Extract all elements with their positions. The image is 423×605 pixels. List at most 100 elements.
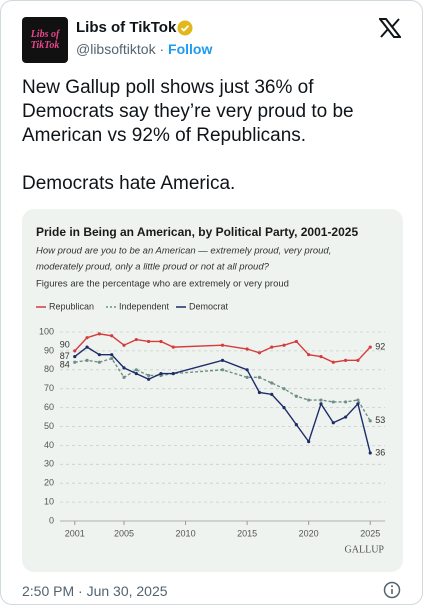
y-tick-label: 50 xyxy=(44,421,54,431)
point xyxy=(73,354,77,359)
chart-note: Figures are the percentage who are extre… xyxy=(36,279,289,290)
point xyxy=(307,398,311,402)
chart: Pride in Being an American, by Political… xyxy=(36,225,385,555)
point xyxy=(245,375,249,379)
chart-subtitle: moderately proud, only a little proud or… xyxy=(36,262,270,273)
point xyxy=(257,351,262,355)
follow-button[interactable]: Follow xyxy=(168,41,213,57)
display-name[interactable]: Libs of TikTok xyxy=(76,19,177,36)
x-tick-label: 2010 xyxy=(176,528,196,538)
legend-label: Democrat xyxy=(189,301,229,311)
point xyxy=(356,398,360,402)
y-tick-label: 40 xyxy=(44,440,54,450)
point xyxy=(159,371,163,376)
point xyxy=(282,406,286,410)
point xyxy=(134,368,138,372)
handle[interactable]: @libsoftiktok xyxy=(76,41,156,57)
point xyxy=(368,345,372,349)
point xyxy=(245,368,249,372)
point xyxy=(73,360,77,364)
data-label: 87 xyxy=(60,351,70,361)
y-tick-label: 90 xyxy=(44,345,54,355)
point xyxy=(97,332,101,336)
avatar[interactable]: Libs of TikTok xyxy=(22,17,68,63)
point xyxy=(171,371,175,376)
point xyxy=(344,358,348,362)
point xyxy=(110,334,114,338)
handle-row: @libsoftiktok · Follow xyxy=(76,41,212,57)
point xyxy=(220,368,225,372)
x-tick-label: 2005 xyxy=(114,528,134,538)
point xyxy=(331,400,335,404)
point xyxy=(122,343,126,347)
point xyxy=(257,390,262,395)
point xyxy=(85,358,89,362)
point xyxy=(122,375,126,379)
x-logo[interactable] xyxy=(379,18,401,38)
point xyxy=(331,360,335,364)
data-label: 36 xyxy=(375,447,385,457)
point xyxy=(282,387,286,391)
point xyxy=(282,343,286,347)
point xyxy=(319,398,323,402)
point xyxy=(220,343,225,347)
point xyxy=(331,421,335,425)
series-line xyxy=(74,357,371,422)
info-icon[interactable] xyxy=(383,581,401,599)
point xyxy=(294,394,298,398)
chart-subtitle: How proud are you to be an American — ex… xyxy=(36,246,331,257)
point xyxy=(307,353,311,357)
chart-image[interactable]: Pride in Being an American, by Political… xyxy=(22,209,403,572)
y-tick-label: 20 xyxy=(44,478,54,488)
point xyxy=(171,345,175,349)
data-label: 90 xyxy=(60,339,70,349)
y-tick-label: 100 xyxy=(39,326,54,336)
point xyxy=(147,339,151,344)
point xyxy=(97,353,101,357)
point xyxy=(270,392,274,396)
point xyxy=(270,381,274,385)
point xyxy=(134,337,138,342)
point xyxy=(294,339,298,344)
point xyxy=(147,377,151,381)
point xyxy=(319,402,323,406)
tweet-text: New Gallup poll shows just 36% of Democr… xyxy=(22,76,392,220)
point xyxy=(368,419,372,423)
verified-badge xyxy=(177,20,193,36)
data-label: 53 xyxy=(375,415,385,425)
y-tick-label: 70 xyxy=(44,383,54,393)
legend-label: Republican xyxy=(49,301,94,311)
point xyxy=(257,375,262,379)
point xyxy=(294,423,298,427)
point xyxy=(270,345,274,349)
point xyxy=(122,366,126,370)
point xyxy=(73,349,77,353)
timestamp[interactable]: 2:50 PM · Jun 30, 2025 xyxy=(22,583,168,599)
y-tick-label: 30 xyxy=(44,459,54,469)
point xyxy=(344,400,348,404)
point xyxy=(85,336,89,340)
tweet-paragraph: New Gallup poll shows just 36% of Democr… xyxy=(22,77,354,146)
point xyxy=(159,339,163,344)
y-tick-label: 80 xyxy=(44,364,54,374)
point xyxy=(110,356,114,361)
separator: · xyxy=(159,41,165,57)
point xyxy=(97,360,101,364)
point xyxy=(356,402,360,406)
y-tick-label: 0 xyxy=(49,515,54,525)
point xyxy=(147,373,151,378)
x-tick-label: 2025 xyxy=(360,528,380,538)
data-label: 84 xyxy=(60,360,70,370)
data-label: 92 xyxy=(375,341,385,351)
series-line xyxy=(74,333,371,363)
point xyxy=(356,358,360,362)
point xyxy=(134,371,138,376)
chart-source: GALLUP xyxy=(345,544,385,555)
y-tick-label: 10 xyxy=(44,496,54,506)
series-line xyxy=(74,346,371,454)
point xyxy=(307,440,311,444)
point xyxy=(220,358,225,362)
point xyxy=(344,415,348,419)
point xyxy=(245,347,249,351)
